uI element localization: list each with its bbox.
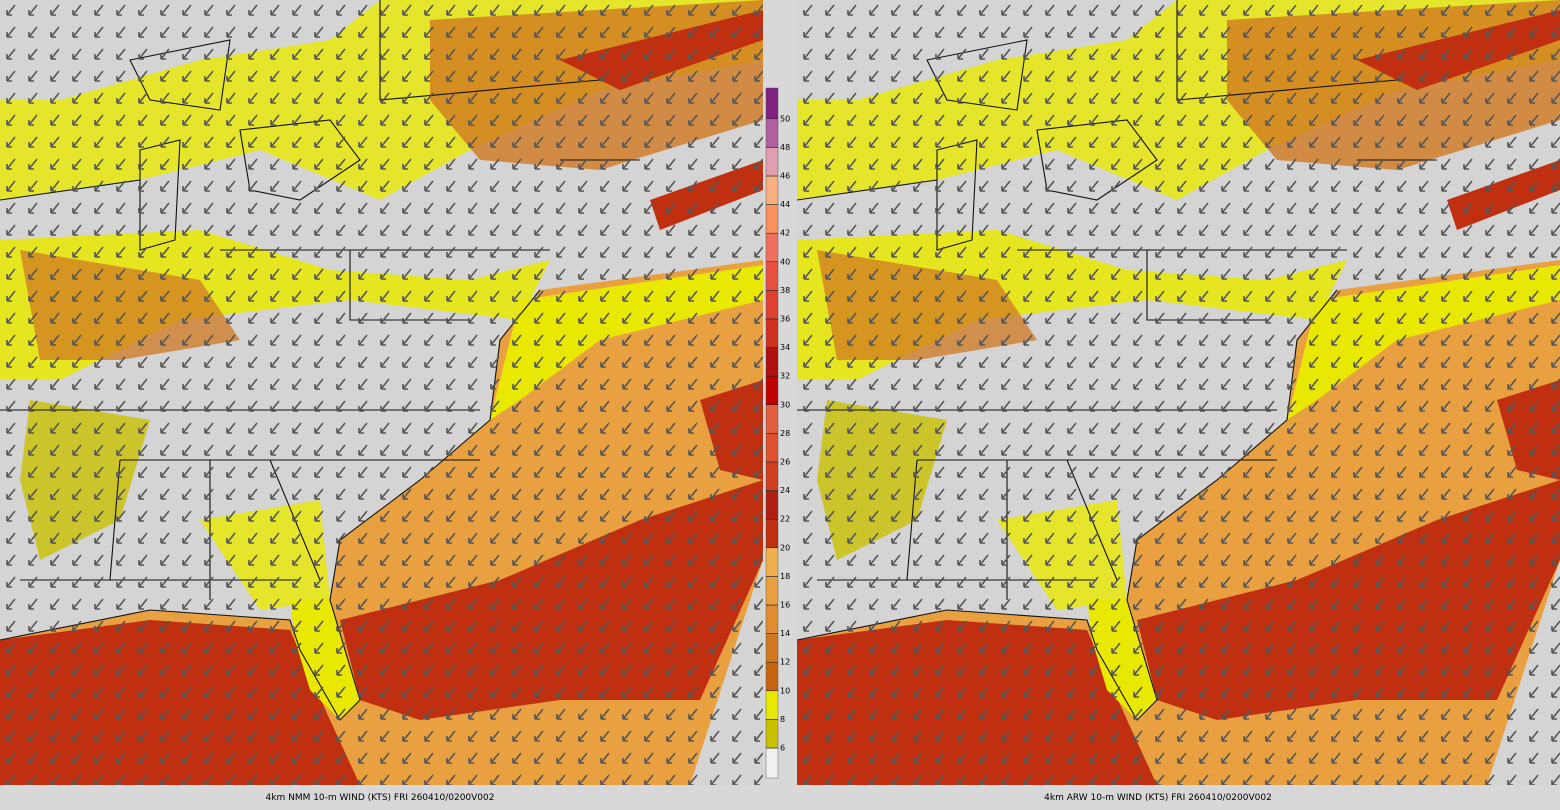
colorbar-label: 32 — [780, 372, 790, 381]
colorbar-band — [765, 461, 779, 491]
colorbar-band — [765, 576, 779, 606]
colorbar-band — [765, 376, 779, 406]
colorbar-band — [765, 290, 779, 320]
left-map-field — [0, 0, 763, 785]
colorbar-band — [765, 547, 779, 577]
colorbar-label: 48 — [780, 143, 790, 152]
colorbar-band — [765, 404, 779, 434]
colorbar-band — [765, 232, 779, 262]
colorbar-band — [765, 433, 779, 463]
colorbar-label: 44 — [780, 200, 790, 209]
caption-strip — [0, 785, 1560, 810]
colorbar-band — [765, 519, 779, 549]
colorbar-label: 12 — [780, 658, 790, 667]
colorbar-label: 24 — [780, 486, 790, 495]
colorbar-band — [765, 175, 779, 205]
colorbar-band — [765, 261, 779, 291]
colorbar-label: 8 — [780, 715, 785, 724]
colorbar-band — [765, 318, 779, 348]
colorbar-label: 26 — [780, 458, 790, 467]
colorbar-label: 20 — [780, 543, 790, 552]
colorbar-label: 18 — [780, 572, 790, 581]
left-caption: 4km NMM 10-m WIND (KTS) FRI 260410/0200V… — [266, 793, 495, 803]
colorbar-band — [765, 87, 779, 119]
colorbar-label: 14 — [780, 629, 790, 638]
colorbar-band — [765, 747, 779, 779]
colorbar-label: 38 — [780, 286, 790, 295]
colorbar-label: 22 — [780, 515, 790, 524]
right-caption: 4km ARW 10-m WIND (KTS) FRI 260410/0200V… — [1044, 793, 1272, 803]
colorbar-band — [765, 690, 779, 720]
colorbar-band — [765, 662, 779, 692]
colorbar-label: 40 — [780, 257, 790, 266]
colorbar-label: 28 — [780, 429, 790, 438]
colorbar-band — [765, 347, 779, 377]
right-map-field — [797, 0, 1560, 785]
colorbar-label: 36 — [780, 315, 790, 324]
colorbar-label: 16 — [780, 601, 790, 610]
colorbar-label: 34 — [780, 343, 790, 352]
colorbar-label: 6 — [780, 744, 785, 753]
colorbar-band — [765, 719, 779, 749]
colorbar-band — [765, 204, 779, 234]
colorbar-band — [765, 633, 779, 663]
colorbar-band — [765, 147, 779, 177]
colorbar-band — [765, 118, 779, 148]
colorbar-label: 42 — [780, 229, 790, 238]
colorbar-label: 46 — [780, 172, 790, 181]
colorbar: 6 8 10 12 14 16 18 20 22 24 26 28 30 32 34 36 38 40 42 44 46… — [765, 87, 790, 779]
colorbar-label: 30 — [780, 400, 790, 409]
colorbar-label: 50 — [780, 114, 790, 123]
colorbar-band — [765, 490, 779, 520]
colorbar-band — [765, 604, 779, 634]
colorbar-label: 10 — [780, 686, 790, 695]
